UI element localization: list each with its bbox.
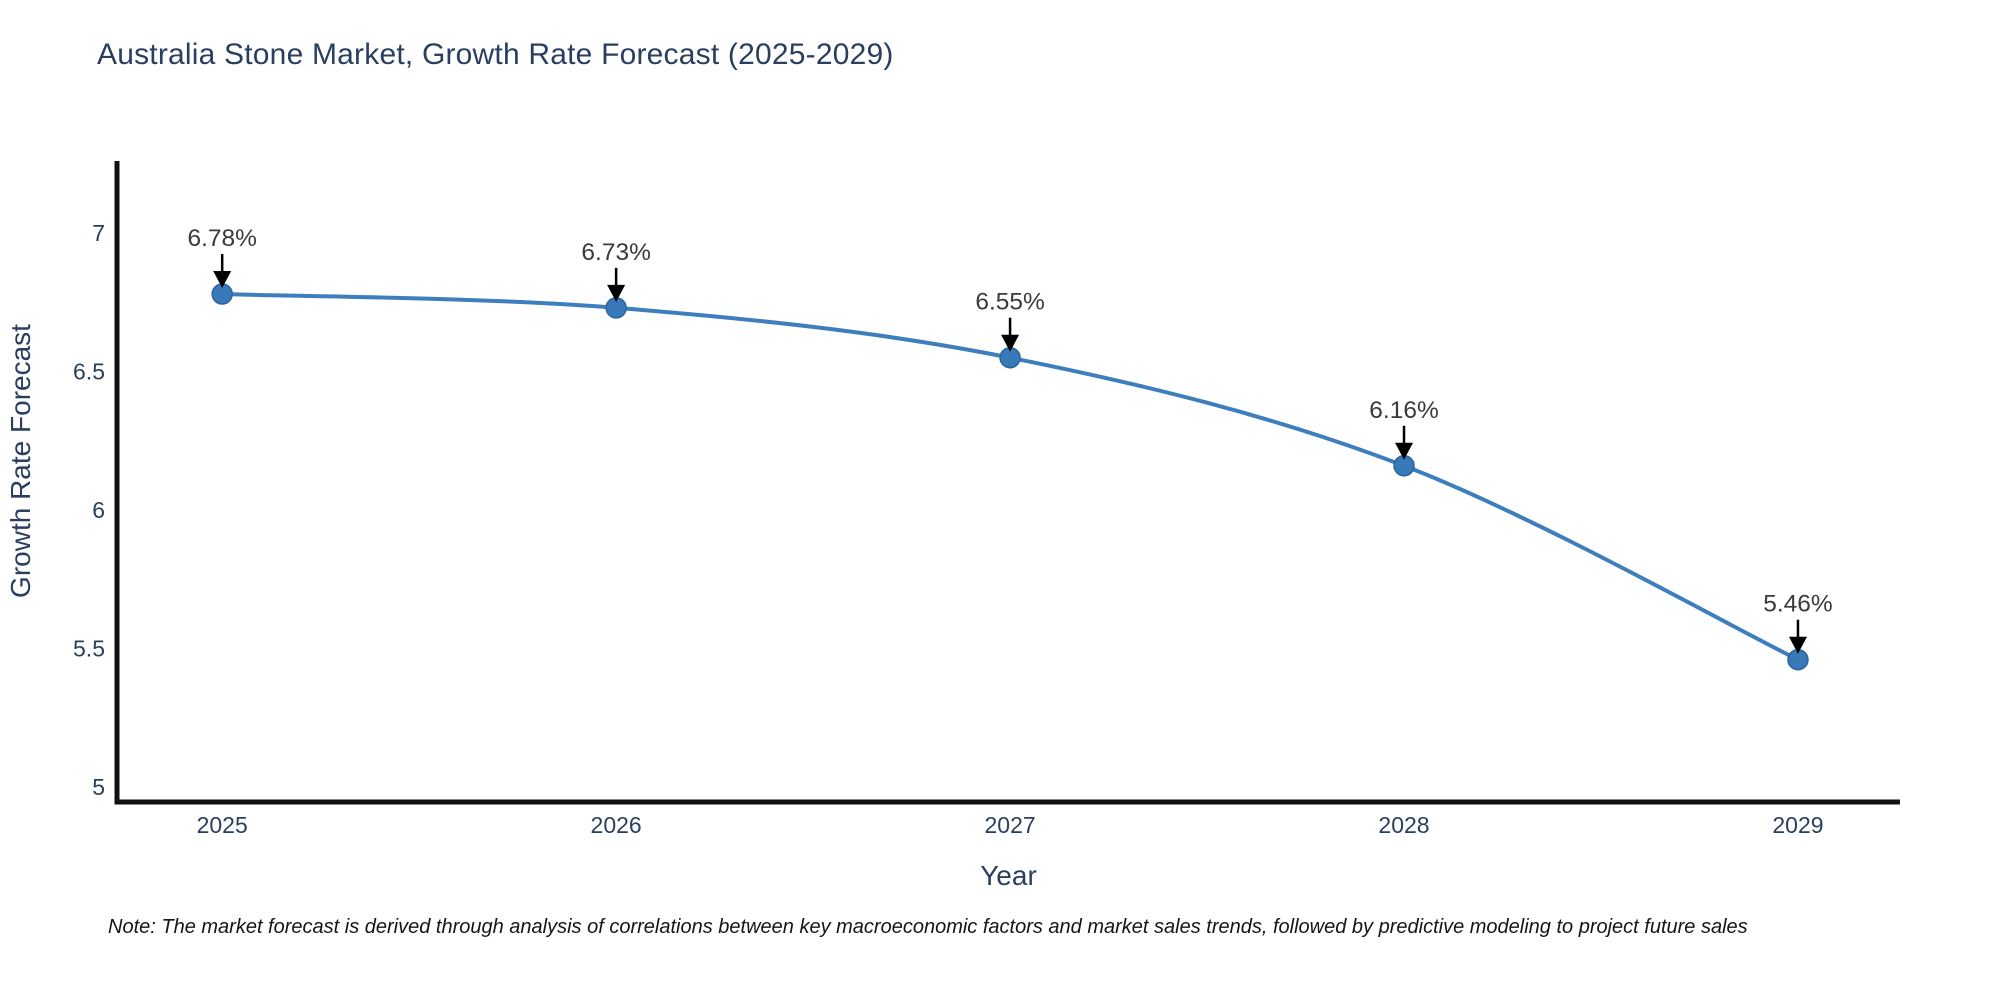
x-tick-label: 2028 (1378, 812, 1429, 838)
chart-title: Australia Stone Market, Growth Rate Fore… (97, 38, 894, 71)
annotation-arrowhead-icon (213, 270, 232, 288)
x-tick-label: 2025 (197, 812, 248, 838)
annotation-arrowhead-icon (1395, 442, 1414, 460)
x-tick-label: 2026 (591, 812, 642, 838)
x-axis-title: Year (980, 860, 1037, 891)
data-point-value-label: 5.46% (1763, 591, 1832, 618)
y-tick-label: 6 (92, 497, 105, 523)
data-point-value-label: 6.78% (187, 225, 256, 252)
x-tick-label: 2029 (1772, 812, 1823, 838)
y-tick-label: 5 (92, 774, 105, 800)
footnote: Note: The market forecast is derived thr… (108, 916, 1748, 938)
annotation-arrowhead-icon (1001, 334, 1020, 352)
data-point-value-label: 6.16% (1369, 397, 1438, 424)
data-point-value-label: 6.55% (975, 289, 1044, 316)
y-axis-title: Growth Rate Forecast (5, 324, 36, 598)
annotation-arrowhead-icon (607, 284, 626, 302)
data-point-value-label: 6.73% (581, 239, 650, 266)
annotation-arrowhead-icon (1788, 636, 1807, 654)
y-tick-label: 5.5 (73, 636, 105, 662)
x-tick-label: 2027 (984, 812, 1035, 838)
y-tick-label: 7 (92, 220, 105, 246)
y-tick-label: 6.5 (73, 359, 105, 385)
